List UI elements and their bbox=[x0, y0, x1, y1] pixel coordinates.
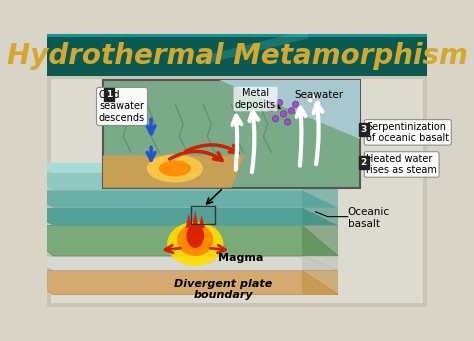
Circle shape bbox=[316, 100, 320, 105]
Circle shape bbox=[276, 100, 283, 106]
Circle shape bbox=[292, 101, 299, 107]
Circle shape bbox=[308, 98, 312, 103]
Ellipse shape bbox=[177, 224, 213, 256]
Polygon shape bbox=[17, 270, 338, 295]
Text: Magma: Magma bbox=[218, 253, 263, 263]
Polygon shape bbox=[302, 225, 338, 256]
Polygon shape bbox=[302, 190, 338, 208]
Text: Cold
seawater
descends: Cold seawater descends bbox=[99, 90, 145, 123]
Polygon shape bbox=[199, 215, 205, 228]
Text: Oceanic
basalt: Oceanic basalt bbox=[348, 207, 390, 229]
Circle shape bbox=[268, 105, 275, 112]
Polygon shape bbox=[17, 208, 338, 225]
Bar bbox=[47, 76, 427, 307]
Ellipse shape bbox=[167, 222, 223, 266]
Bar bbox=[47, 34, 427, 76]
Text: 3: 3 bbox=[361, 125, 367, 134]
Text: Seawater: Seawater bbox=[295, 90, 344, 100]
Circle shape bbox=[288, 107, 295, 114]
Bar bbox=[47, 34, 427, 37]
Polygon shape bbox=[302, 208, 338, 225]
Polygon shape bbox=[17, 225, 338, 256]
Ellipse shape bbox=[147, 154, 203, 182]
Text: Metal
deposits: Metal deposits bbox=[235, 88, 276, 110]
Polygon shape bbox=[103, 155, 244, 188]
Text: 2: 2 bbox=[361, 158, 367, 166]
Polygon shape bbox=[17, 163, 338, 173]
Bar bbox=[51, 78, 423, 303]
Polygon shape bbox=[302, 163, 338, 173]
Ellipse shape bbox=[159, 160, 191, 176]
Text: Serpentinization
of oceanic basalt: Serpentinization of oceanic basalt bbox=[366, 122, 449, 143]
Circle shape bbox=[284, 119, 291, 125]
Circle shape bbox=[273, 116, 279, 122]
Polygon shape bbox=[302, 173, 338, 190]
Polygon shape bbox=[17, 256, 338, 270]
Polygon shape bbox=[302, 256, 338, 270]
Polygon shape bbox=[17, 190, 338, 208]
Polygon shape bbox=[186, 213, 192, 228]
Circle shape bbox=[280, 111, 287, 117]
Circle shape bbox=[296, 112, 303, 119]
Ellipse shape bbox=[186, 224, 204, 248]
Polygon shape bbox=[17, 173, 338, 190]
Bar bbox=[103, 80, 360, 188]
Polygon shape bbox=[302, 270, 338, 295]
Text: Heated water
rises as steam: Heated water rises as steam bbox=[366, 154, 437, 175]
Circle shape bbox=[311, 94, 317, 99]
Text: 1: 1 bbox=[106, 90, 112, 99]
Polygon shape bbox=[192, 210, 199, 228]
Text: Hydrothermal Metamorphism: Hydrothermal Metamorphism bbox=[7, 42, 467, 70]
Bar bbox=[191, 206, 215, 224]
Polygon shape bbox=[219, 80, 360, 139]
Text: Divergent plate
boundary: Divergent plate boundary bbox=[174, 279, 273, 300]
